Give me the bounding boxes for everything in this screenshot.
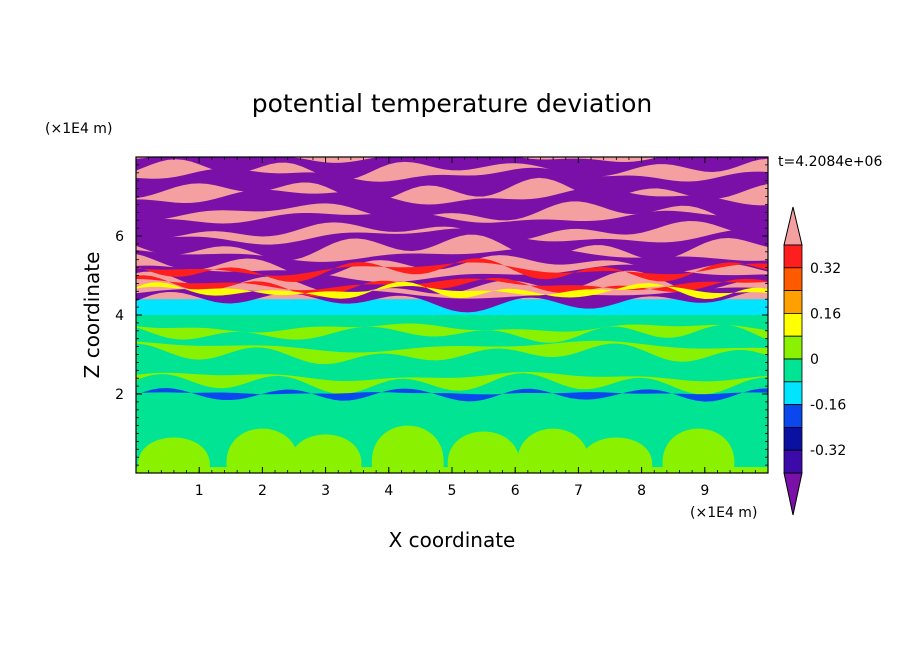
field-streak (136, 323, 768, 343)
field-purple-band (136, 210, 768, 241)
x-unit-label: (×1E4 m) (690, 505, 757, 521)
x-tick-label: 2 (258, 483, 267, 499)
y-tick-label: 4 (115, 308, 124, 324)
colorbar-box (783, 426, 803, 451)
colorbar-box (783, 404, 803, 428)
field-cell (226, 428, 299, 473)
chart-title: potential temperature deviation (252, 89, 652, 118)
y-axis-ticks: 2 4 6 (115, 164, 768, 466)
time-label: t=4.2084e+06 (778, 154, 882, 170)
colorbar-box (783, 267, 803, 291)
colorbar-label: -0.32 (810, 443, 846, 459)
x-tick-label: 8 (637, 483, 646, 499)
x-tick-label: 6 (511, 483, 520, 499)
field-purple-band (136, 167, 768, 203)
contour-field (136, 157, 768, 473)
x-tick-label: 1 (195, 483, 204, 499)
colorbar-label: 0.32 (810, 261, 841, 277)
field-cell (137, 437, 210, 473)
field-streak (136, 371, 768, 395)
field-yellow-streak (136, 281, 768, 300)
field-streak (136, 340, 768, 365)
colorbar: 0.32 0.16 0 -0.16 -0.32 (783, 206, 846, 516)
field-cell (371, 425, 444, 473)
field-cell (580, 437, 653, 473)
x-axis-label: X coordinate (389, 528, 516, 552)
field-cell (662, 428, 735, 473)
x-tick-label: 7 (574, 483, 583, 499)
colorbar-box (783, 312, 803, 337)
x-axis-ticks: 1 2 3 4 5 6 7 8 9 (148, 157, 769, 499)
y-tick-label: 2 (115, 387, 124, 403)
colorbar-box (783, 335, 803, 360)
colorbar-box (783, 290, 803, 314)
field-cell (447, 431, 520, 473)
colorbar-box (783, 244, 803, 269)
y-tick-label: 6 (115, 229, 124, 245)
colorbar-box (783, 358, 803, 383)
colorbar-label: 0.16 (810, 306, 841, 322)
colorbar-label: -0.16 (810, 398, 846, 414)
field-cell (517, 428, 590, 473)
field-purple-band (136, 247, 768, 278)
colorbar-min-triangle (783, 472, 803, 516)
field-purple-band (136, 157, 768, 181)
x-tick-label: 3 (321, 483, 330, 499)
x-tick-label: 9 (700, 483, 709, 499)
field-purple-band (136, 228, 768, 261)
y-unit-label: (×1E4 m) (45, 121, 112, 137)
field-red-streak (136, 275, 768, 297)
x-tick-label: 5 (448, 483, 457, 499)
field-line (136, 388, 768, 402)
colorbar-box (783, 449, 803, 474)
field-red-streak (136, 258, 768, 283)
colorbar-max-triangle (783, 206, 803, 246)
field-cell (289, 434, 362, 473)
x-tick-label: 4 (384, 483, 393, 499)
colorbar-label: 0 (810, 352, 819, 368)
y-axis-label: Z coordinate (80, 252, 104, 379)
colorbar-box (783, 381, 803, 405)
field-purple-band (136, 287, 768, 313)
